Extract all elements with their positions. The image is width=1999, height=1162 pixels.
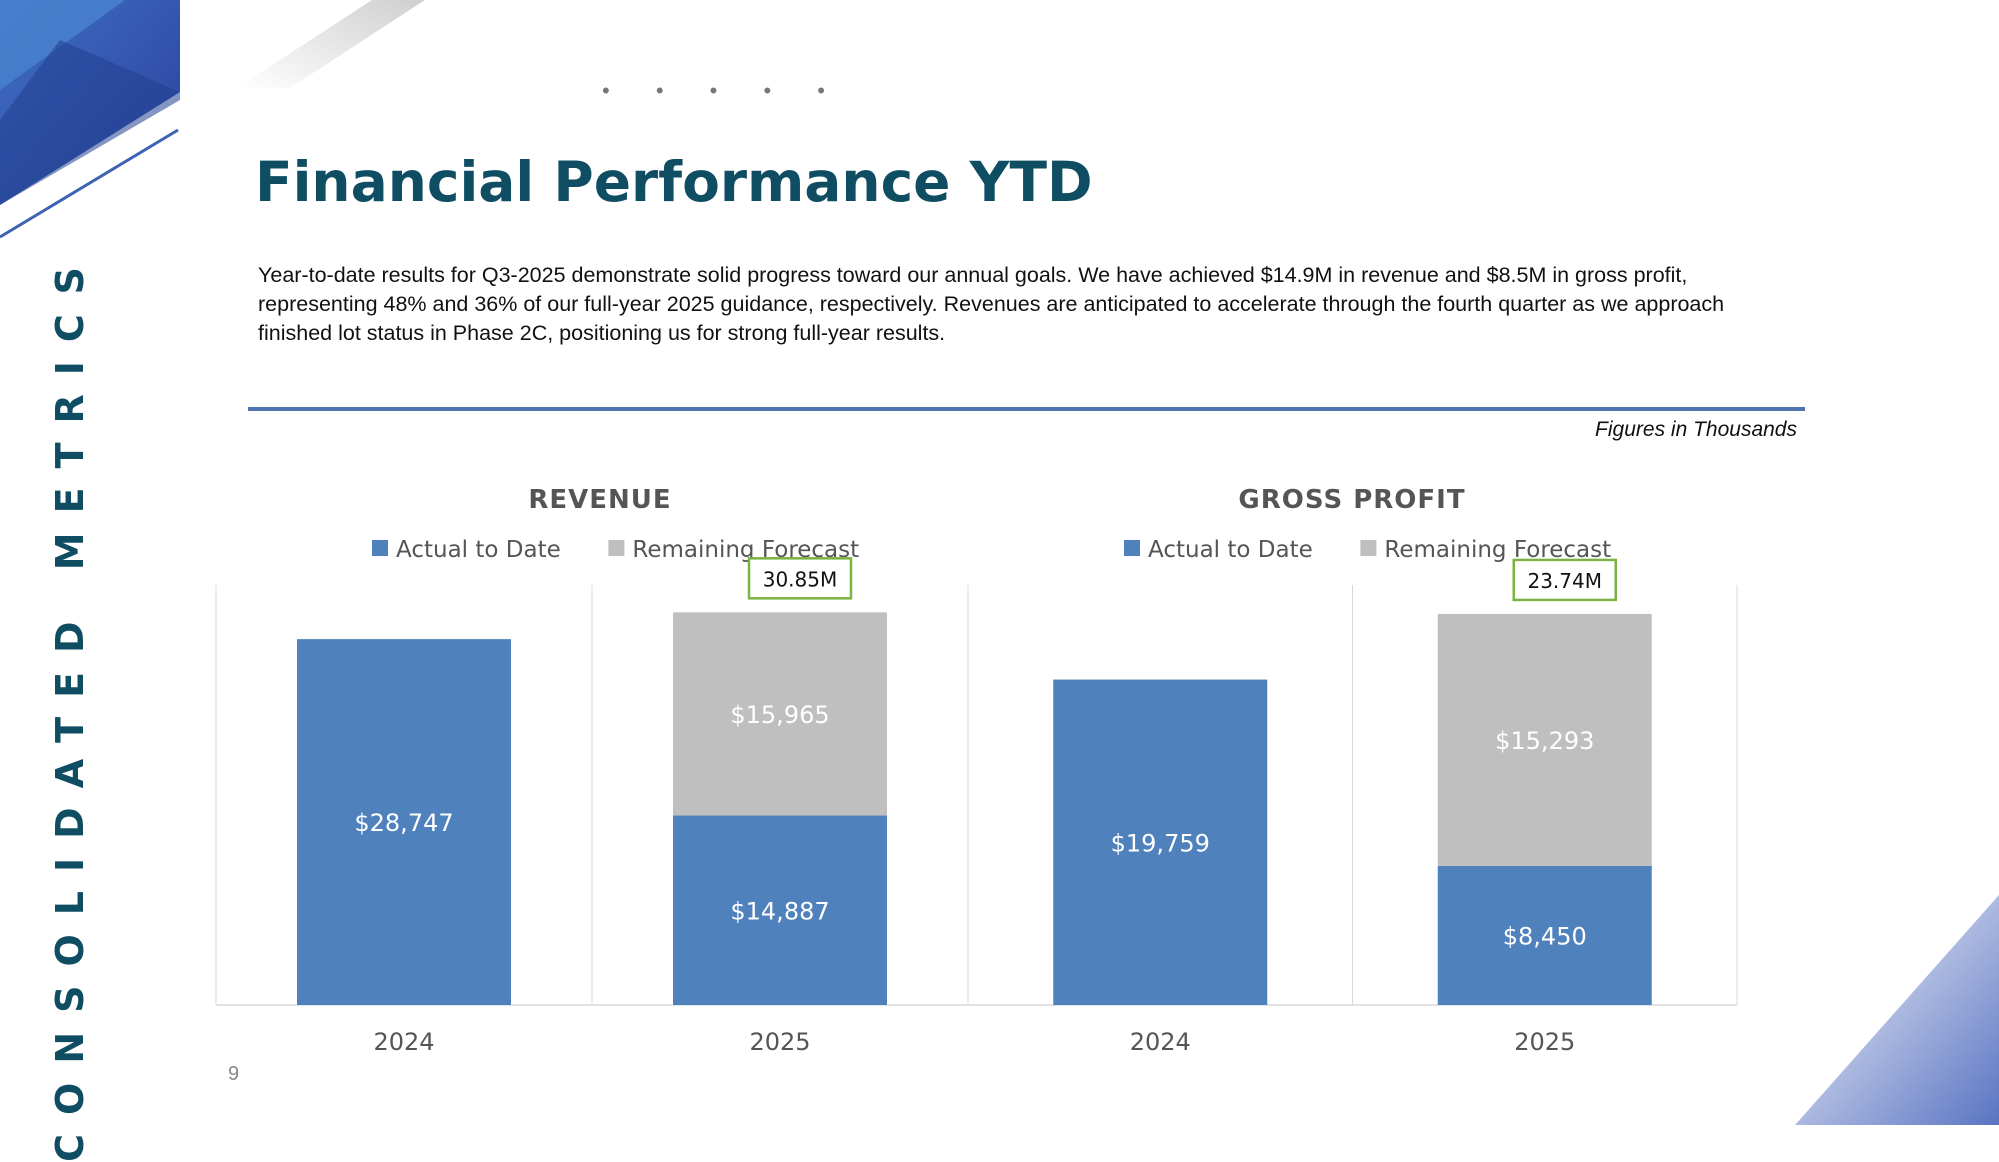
total-annotation-box-revenue — [747, 557, 853, 600]
decorative-background — [0, 0, 1999, 1125]
charts-area: REVENUE Actual to Date Remaining Forecast $… — [215, 485, 1738, 1056]
bar-revenue-2025-1 — [673, 612, 887, 816]
bar-gross-profit-2025-0 — [1437, 865, 1652, 1005]
data-label-gross-profit-2025-1: $15,293 — [1495, 727, 1594, 755]
legend-swatch-gross-profit-1 — [1360, 540, 1377, 556]
data-label-gross-profit-2024-0: $19,759 — [1111, 829, 1210, 857]
intro-paragraph: Year-to-date results for Q3-2025 demonst… — [258, 263, 1725, 345]
legend-swatch-revenue-0 — [372, 540, 388, 556]
data-label-revenue-2025-1: $15,965 — [730, 701, 829, 729]
bar-gross-profit-2024-0 — [1053, 679, 1268, 1005]
x-tick-label-gross-profit-2025: 2025 — [1514, 1028, 1575, 1056]
legend-swatch-revenue-1 — [608, 540, 625, 556]
legend-label-gross-profit-1: Remaining Forecast — [1384, 537, 1611, 563]
legend-label-gross-profit-0: Actual to Date — [1148, 537, 1313, 563]
x-tick-label-gross-profit-2024: 2024 — [1130, 1028, 1191, 1056]
figures-note: Figures in Thousands — [1595, 418, 1797, 441]
data-label-gross-profit-2025-0: $8,450 — [1503, 922, 1587, 950]
total-annotation-gross-profit: 23.74M — [1527, 569, 1602, 593]
legend-swatch-gross-profit-0 — [1124, 540, 1140, 556]
corner-shape-bottom-right — [1795, 895, 1999, 1125]
legend-label-revenue-0: Actual to Date — [396, 537, 561, 563]
total-annotation-box-gross-profit — [1512, 558, 1617, 602]
bar-revenue-2025-0 — [673, 815, 887, 1005]
chart-title-revenue: REVENUE — [528, 485, 671, 515]
corner-accent-line — [0, 128, 179, 239]
chart-title-gross-profit: GROSS PROFIT — [1238, 485, 1465, 515]
grey-diagonal-stripe — [237, 0, 425, 88]
page-number: 9 — [228, 1063, 240, 1085]
page-title: Financial Performance YTD — [255, 150, 1093, 214]
corner-shape-top-left-dark — [0, 40, 180, 205]
x-tick-label-revenue-2025: 2025 — [749, 1028, 810, 1056]
bar-gross-profit-2025-1 — [1437, 613, 1652, 866]
data-label-revenue-2024-0: $28,747 — [354, 809, 453, 837]
x-tick-label-revenue-2024: 2024 — [373, 1028, 434, 1056]
data-label-revenue-2025-0: $14,887 — [730, 897, 829, 925]
decorative-dots: • • • • • — [602, 78, 845, 103]
total-annotation-revenue: 30.85M — [763, 567, 838, 591]
bar-revenue-2024-0 — [297, 639, 511, 1005]
section-divider — [248, 407, 1805, 411]
